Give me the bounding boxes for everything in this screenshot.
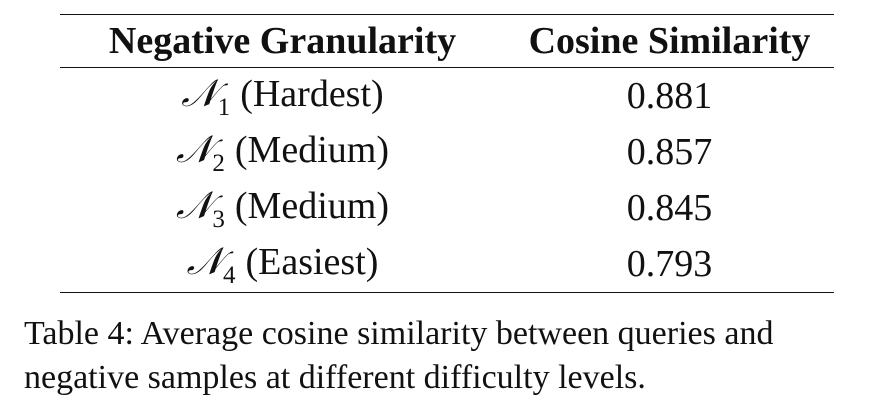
table-caption: Table 4: Average cosine similarity betwe… <box>24 312 874 400</box>
granularity-cell: 𝒩2 (Medium) <box>60 124 505 180</box>
header-negative-granularity: Negative Granularity <box>60 14 505 68</box>
difficulty-label: (Hardest) <box>240 73 384 115</box>
header-cosine-similarity: Cosine Similarity <box>505 14 834 68</box>
negative-set-symbol: 𝒩 <box>181 71 217 115</box>
results-table: Negative Granularity Cosine Similarity 𝒩… <box>60 14 834 293</box>
difficulty-label: (Medium) <box>234 129 389 171</box>
negative-set-symbol: 𝒩 <box>186 239 223 283</box>
granularity-cell: 𝒩4 (Easiest) <box>60 236 505 293</box>
negative-set-subscript: 4 <box>222 262 236 289</box>
negative-set-subscript: 3 <box>212 206 225 233</box>
negative-set-symbol: 𝒩 <box>176 127 212 171</box>
difficulty-label: (Medium) <box>234 185 389 227</box>
cosine-value-cell: 0.857 <box>626 131 713 173</box>
table-container: Negative Granularity Cosine Similarity 𝒩… <box>60 14 834 293</box>
cosine-value-cell: 0.881 <box>626 75 713 117</box>
negative-set-symbol: 𝒩 <box>176 183 212 227</box>
table-row: 𝒩4 (Easiest) 0.793 <box>60 236 834 293</box>
granularity-cell: 𝒩1 (Hardest) <box>60 68 505 125</box>
negative-set-subscript: 2 <box>212 150 225 177</box>
cosine-value-cell: 0.845 <box>626 187 713 229</box>
cosine-value-cell: 0.793 <box>505 236 834 293</box>
table-header-row: Negative Granularity Cosine Similarity <box>60 14 834 68</box>
caption-line-2: negative samples at different difficulty… <box>24 359 646 396</box>
negative-set-subscript: 1 <box>217 94 231 121</box>
table-row: 𝒩1 (Hardest) 0.881 <box>60 68 834 125</box>
table-row: 𝒩3 (Medium) 0.845 <box>60 180 834 236</box>
caption-line-1: Table 4: Average cosine similarity betwe… <box>24 315 774 352</box>
table-row: 𝒩2 (Medium) 0.857 <box>60 124 834 180</box>
difficulty-label: (Easiest) <box>245 241 379 283</box>
granularity-cell: 𝒩3 (Medium) <box>60 180 505 236</box>
